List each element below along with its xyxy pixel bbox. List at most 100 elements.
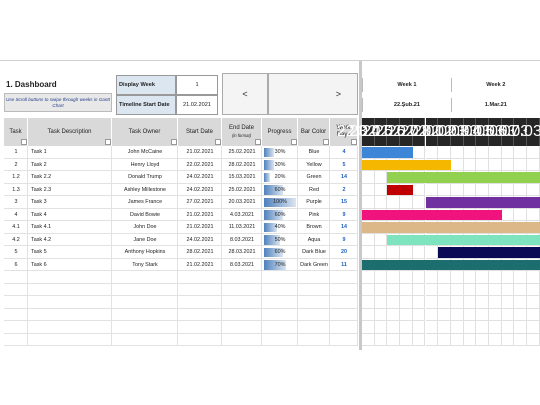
week-date: 22.Şub.21: [362, 98, 451, 112]
cell-text: David Bowie: [130, 211, 160, 218]
grid-cell: [362, 308, 375, 321]
week-label: Week 2: [450, 78, 540, 92]
grid-cell: [400, 283, 413, 296]
grid-cell: [450, 321, 464, 334]
cell-text: Task 1: [31, 149, 47, 156]
filter-button[interactable]: [291, 139, 297, 145]
grid-cell: [501, 296, 515, 309]
cell: [178, 171, 222, 184]
cell-text: Donald Trump: [128, 174, 162, 181]
grid-cell: [527, 146, 540, 159]
grid-cell: [489, 158, 502, 171]
cell-text: 8.03.2021: [230, 236, 254, 243]
grid-cell: [463, 158, 477, 171]
cell: [112, 258, 178, 271]
cell-text: 5: [342, 161, 346, 168]
grid-cell: [527, 308, 540, 321]
filter-button[interactable]: [215, 139, 221, 145]
grid-cell: [463, 321, 477, 334]
header-text: Bar Color: [300, 128, 327, 135]
cell-text: Pink: [308, 211, 320, 218]
cell: [262, 183, 298, 196]
progress-bar: [264, 210, 284, 220]
cell-text: Red: [309, 186, 319, 193]
grid-cell: [387, 246, 401, 259]
grid-cell: [501, 146, 515, 159]
cell-text: 14: [341, 174, 347, 181]
grid-cell: [412, 246, 426, 259]
filter-button[interactable]: [351, 139, 357, 145]
grid-cell: [425, 183, 439, 196]
cell-text: 4.03.2021: [230, 211, 254, 218]
cell: [112, 146, 178, 159]
next-button[interactable]: >: [268, 73, 358, 115]
grid-cell: [412, 333, 426, 346]
grid-cell: [400, 296, 413, 309]
cell-text: 22.02.2021: [186, 161, 214, 168]
cell-text: James France: [127, 199, 163, 206]
cell-text: Task 2: [31, 161, 47, 168]
filter-button[interactable]: [21, 139, 27, 145]
gantt-bar: [387, 172, 540, 183]
header-text: Start Date: [185, 128, 213, 135]
header-note: (in format): [231, 133, 252, 138]
cell: [222, 296, 262, 309]
prev-button[interactable]: <: [222, 73, 268, 115]
header-text: Task: [9, 128, 22, 135]
cell: [262, 296, 298, 309]
cell: [4, 283, 28, 296]
column-header: End Date (in format): [222, 118, 262, 146]
cell-text: 15: [341, 199, 347, 206]
cell-text: Anthony Hopkins: [124, 249, 166, 256]
gantt-bar: [387, 234, 540, 245]
grid-cell: [362, 333, 375, 346]
input[interactable]: 1: [176, 75, 218, 95]
grid-cell: [412, 146, 426, 159]
cell: [298, 258, 330, 271]
cell-text: John McCaine: [127, 149, 163, 156]
cell: [330, 321, 358, 334]
header-text: Work Days: [336, 125, 351, 138]
cell: [298, 246, 330, 259]
cell: [330, 171, 358, 184]
cell-text: 21.02.2021: [186, 261, 214, 268]
grid-cell: [463, 271, 477, 284]
grid-cell: [362, 283, 375, 296]
cell-text: 28.02.2021: [186, 249, 214, 256]
cell-text: 28.02.2021: [228, 161, 256, 168]
grid-cell: [514, 296, 528, 309]
cell-text: 2: [342, 186, 346, 193]
title: 1. Dashboard: [6, 80, 57, 89]
cell: [112, 171, 178, 184]
grid-cell: [400, 196, 413, 209]
cell: [28, 146, 112, 159]
cell: [28, 271, 112, 284]
cell-text: 100%: [273, 199, 287, 206]
filter-button[interactable]: [171, 139, 177, 145]
divider: [0, 60, 540, 61]
grid-cell: [501, 308, 515, 321]
cell: [4, 233, 28, 246]
grid-cell: [362, 233, 375, 246]
filter-button[interactable]: [255, 139, 261, 145]
filter-button[interactable]: [323, 139, 329, 145]
input[interactable]: 21.02.2021: [176, 95, 218, 115]
grid-cell: [425, 333, 439, 346]
cell: [178, 333, 222, 346]
cell: [4, 271, 28, 284]
grid-cell: [489, 308, 502, 321]
cell-text: 15.03.2021: [228, 174, 256, 181]
cell: [4, 146, 28, 159]
cell: [4, 158, 28, 171]
cell: [178, 221, 222, 234]
cell: [4, 321, 28, 334]
grid-cell: [438, 296, 451, 309]
cell: [298, 208, 330, 221]
filter-button[interactable]: [105, 139, 111, 145]
grid-cell: [489, 271, 502, 284]
cell: [28, 233, 112, 246]
grid-cell: [501, 333, 515, 346]
cell: [178, 183, 222, 196]
splitter: [359, 60, 362, 350]
column-header: Progress: [262, 118, 298, 146]
